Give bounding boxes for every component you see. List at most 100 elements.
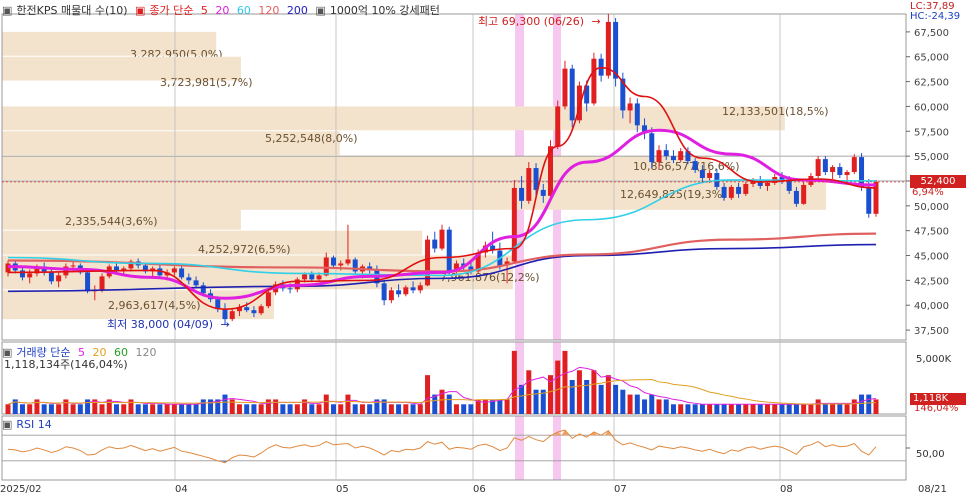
- candle-body: [475, 252, 481, 272]
- stock-name[interactable]: 한전KPS 매물대 수(10): [16, 4, 128, 17]
- candle-body: [642, 125, 648, 134]
- candle-body: [555, 106, 561, 147]
- volume-bar: [844, 404, 850, 414]
- candle-body: [576, 85, 582, 121]
- candle-body: [736, 186, 742, 194]
- volume-bar: [670, 404, 676, 414]
- candle-body: [229, 311, 235, 320]
- legend-box-icon[interactable]: ▣: [2, 418, 13, 431]
- volume-bar: [656, 399, 662, 414]
- candle-body: [859, 157, 865, 187]
- volume-bar: [280, 404, 286, 414]
- y-tick-label: 60,000: [914, 102, 949, 113]
- volume-bar: [142, 404, 148, 414]
- candle-body: [157, 268, 163, 276]
- y-tick-label: 42,500: [914, 276, 949, 287]
- candle-body: [511, 187, 517, 262]
- candle-body: [251, 310, 257, 314]
- volume-bar: [699, 404, 705, 414]
- legend-box-icon[interactable]: ▣: [135, 4, 146, 17]
- volume-bar: [222, 394, 228, 414]
- candle-body: [765, 182, 770, 186]
- y-tick-label: 50,000: [914, 202, 949, 213]
- volume-profile-label: 2,335,544(3,6%): [65, 215, 158, 228]
- volume-bar: [721, 404, 727, 414]
- candle-body: [446, 229, 452, 271]
- volume-bar: [208, 399, 214, 414]
- y-tick-label: 47,500: [914, 227, 949, 238]
- candle-body: [649, 133, 655, 163]
- candle-body: [519, 187, 525, 201]
- candle-body: [692, 161, 698, 171]
- candle-body: [352, 259, 358, 272]
- volume-bar: [728, 404, 734, 414]
- x-label-aug: 08: [780, 484, 793, 495]
- highlight-column: [515, 416, 524, 480]
- rsi-overbought-fill: [554, 430, 612, 436]
- volume-bar: [359, 404, 365, 414]
- volume-bar: [446, 394, 452, 414]
- candle-body: [425, 239, 431, 286]
- candle-body: [750, 180, 756, 184]
- candle-body: [678, 151, 684, 161]
- volume-bar: [562, 350, 568, 414]
- panel-border: [1, 13, 907, 341]
- candle-body: [866, 186, 872, 214]
- volume-bar: [425, 375, 431, 414]
- volume-current-pct: 146,04%: [914, 403, 959, 414]
- ma20-line: [7, 128, 877, 300]
- volume-bar: [323, 394, 329, 414]
- legend-box-icon[interactable]: ▣: [315, 4, 326, 17]
- candle-body: [287, 288, 293, 290]
- ma-period-5: 5: [200, 4, 208, 17]
- candle-body: [396, 290, 402, 295]
- volume-bar: [63, 399, 69, 414]
- volume-bar: [584, 380, 590, 414]
- candle-body: [786, 179, 792, 191]
- volume-profile-bar: [2, 205, 241, 230]
- y-tick-label: 40,000: [914, 301, 949, 312]
- volume-bar: [822, 404, 828, 414]
- candle-body: [468, 266, 474, 272]
- volume-bar: [569, 380, 575, 414]
- candle-body: [591, 58, 597, 104]
- candle-body: [685, 151, 691, 162]
- candle-body: [779, 177, 785, 180]
- volume-bar: [540, 389, 546, 414]
- candle-body: [48, 271, 54, 282]
- volume-bar: [294, 404, 300, 414]
- candle-body: [215, 299, 221, 310]
- rsi-layer: [2, 429, 910, 464]
- volume-bar: [475, 399, 481, 414]
- volume-bar: [164, 404, 170, 414]
- candle-body: [439, 229, 445, 249]
- volume-bar: [5, 404, 11, 414]
- vol-ma-20: 20: [92, 346, 107, 359]
- volume-profile-label: 4,252,972(6,5%): [198, 243, 291, 256]
- volume-bar: [743, 404, 749, 414]
- volume-legend: ▣ 거래량 단순 5 20 60 120: [2, 344, 161, 360]
- candle-body: [851, 157, 857, 173]
- candle-body: [504, 261, 510, 266]
- volume-profile-label: 10,856,577(16,6%): [633, 160, 740, 173]
- volume-bar: [432, 394, 438, 414]
- volume-bar: [504, 399, 510, 414]
- y-tick-label: 57,500: [914, 127, 949, 138]
- legend-box-icon[interactable]: ▣: [2, 4, 13, 17]
- candle-body: [316, 275, 322, 280]
- candle-body: [548, 146, 553, 196]
- volume-bar: [801, 404, 807, 414]
- candle-body: [656, 150, 662, 163]
- legend-box-icon[interactable]: ▣: [2, 346, 13, 359]
- candle-body: [56, 275, 62, 282]
- volume-bar: [605, 375, 611, 414]
- volume-profile-label: 5,252,548(8,0%): [265, 132, 358, 145]
- x-label-jun: 06: [473, 484, 486, 495]
- volume-bar: [309, 404, 315, 414]
- volume-bar: [77, 404, 83, 414]
- candle-body: [605, 21, 611, 76]
- volume-bar: [772, 404, 778, 414]
- volume-bar: [186, 404, 192, 414]
- volume-bar: [613, 384, 619, 414]
